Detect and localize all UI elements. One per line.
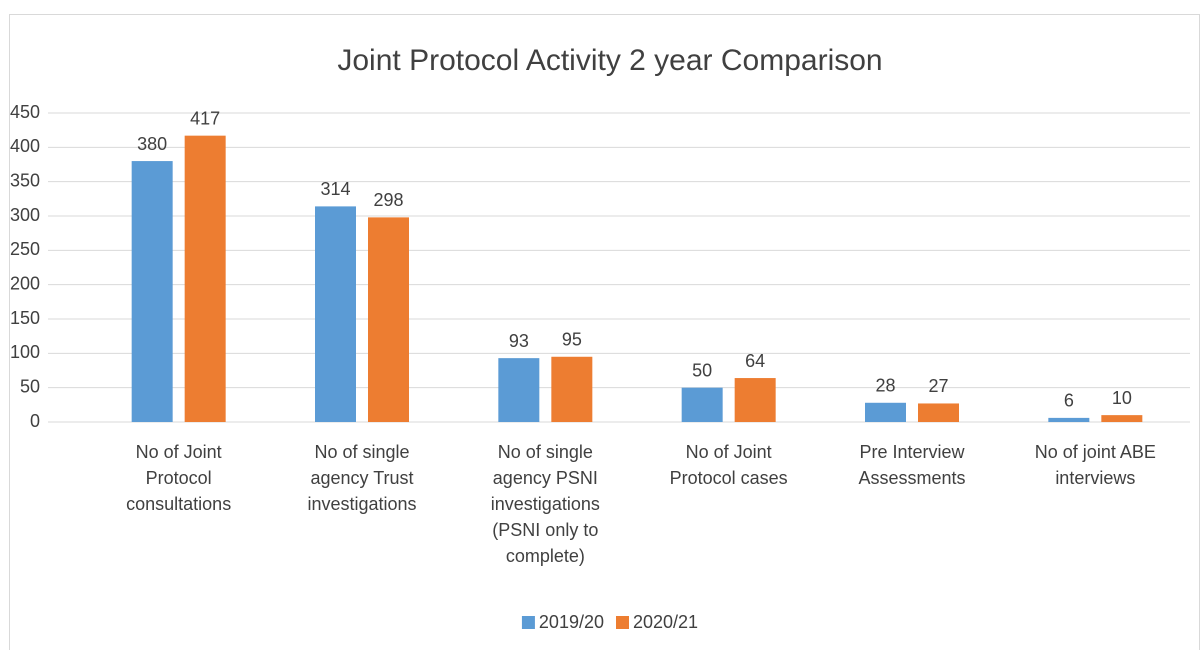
y-tick-label: 250 <box>10 239 40 259</box>
bar <box>131 161 173 423</box>
bar <box>918 403 959 422</box>
y-tick-label: 0 <box>30 411 40 431</box>
value-label: 298 <box>373 190 403 210</box>
legend-label: 2020/21 <box>633 612 698 632</box>
x-tick-label: No of joint ABE interviews <box>1035 442 1156 488</box>
value-label: 380 <box>137 134 167 154</box>
x-tick-label: Pre Interview Assessments <box>858 442 965 488</box>
value-label: 28 <box>875 376 895 396</box>
bar <box>368 217 409 422</box>
x-tick-label: No of single agency Trust investigations <box>307 442 416 514</box>
bar <box>551 356 593 422</box>
bar <box>681 387 723 422</box>
value-label: 10 <box>1112 388 1132 408</box>
x-tick-label: No of Joint Protocol cases <box>670 442 788 488</box>
legend-swatch <box>521 616 535 629</box>
value-label: 50 <box>692 360 712 380</box>
y-tick-label: 350 <box>10 170 40 190</box>
legend-item: 2019/20 <box>521 612 604 632</box>
value-label: 95 <box>562 330 582 350</box>
x-tick-label: No of Joint Protocol consultations <box>126 442 231 514</box>
y-tick-label: 200 <box>10 273 40 293</box>
bar <box>498 358 540 422</box>
value-label: 93 <box>509 331 529 351</box>
legend-swatch <box>616 616 629 629</box>
value-label: 417 <box>190 108 220 128</box>
bar <box>184 135 226 422</box>
x-tick-label: No of single agency PSNI investigations (PS… <box>491 442 600 566</box>
value-label: 27 <box>928 376 948 396</box>
bar <box>734 378 776 422</box>
bar <box>315 206 356 422</box>
bar <box>1048 417 1090 422</box>
y-tick-label: 50 <box>20 376 40 396</box>
y-tick-label: 100 <box>10 342 40 362</box>
chart-title: Joint Protocol Activity 2 year Compariso… <box>337 44 882 77</box>
y-tick-label: 450 <box>10 102 40 122</box>
bar <box>865 402 906 422</box>
value-label: 314 <box>320 179 350 199</box>
legend-item: 2020/21 <box>616 612 698 632</box>
y-tick-label: 150 <box>10 308 40 328</box>
y-tick-label: 400 <box>10 136 40 156</box>
bar <box>1101 415 1143 422</box>
value-label: 64 <box>745 351 765 371</box>
value-label: 6 <box>1064 391 1074 411</box>
y-tick-label: 300 <box>10 205 40 225</box>
legend-label: 2019/20 <box>539 612 604 632</box>
